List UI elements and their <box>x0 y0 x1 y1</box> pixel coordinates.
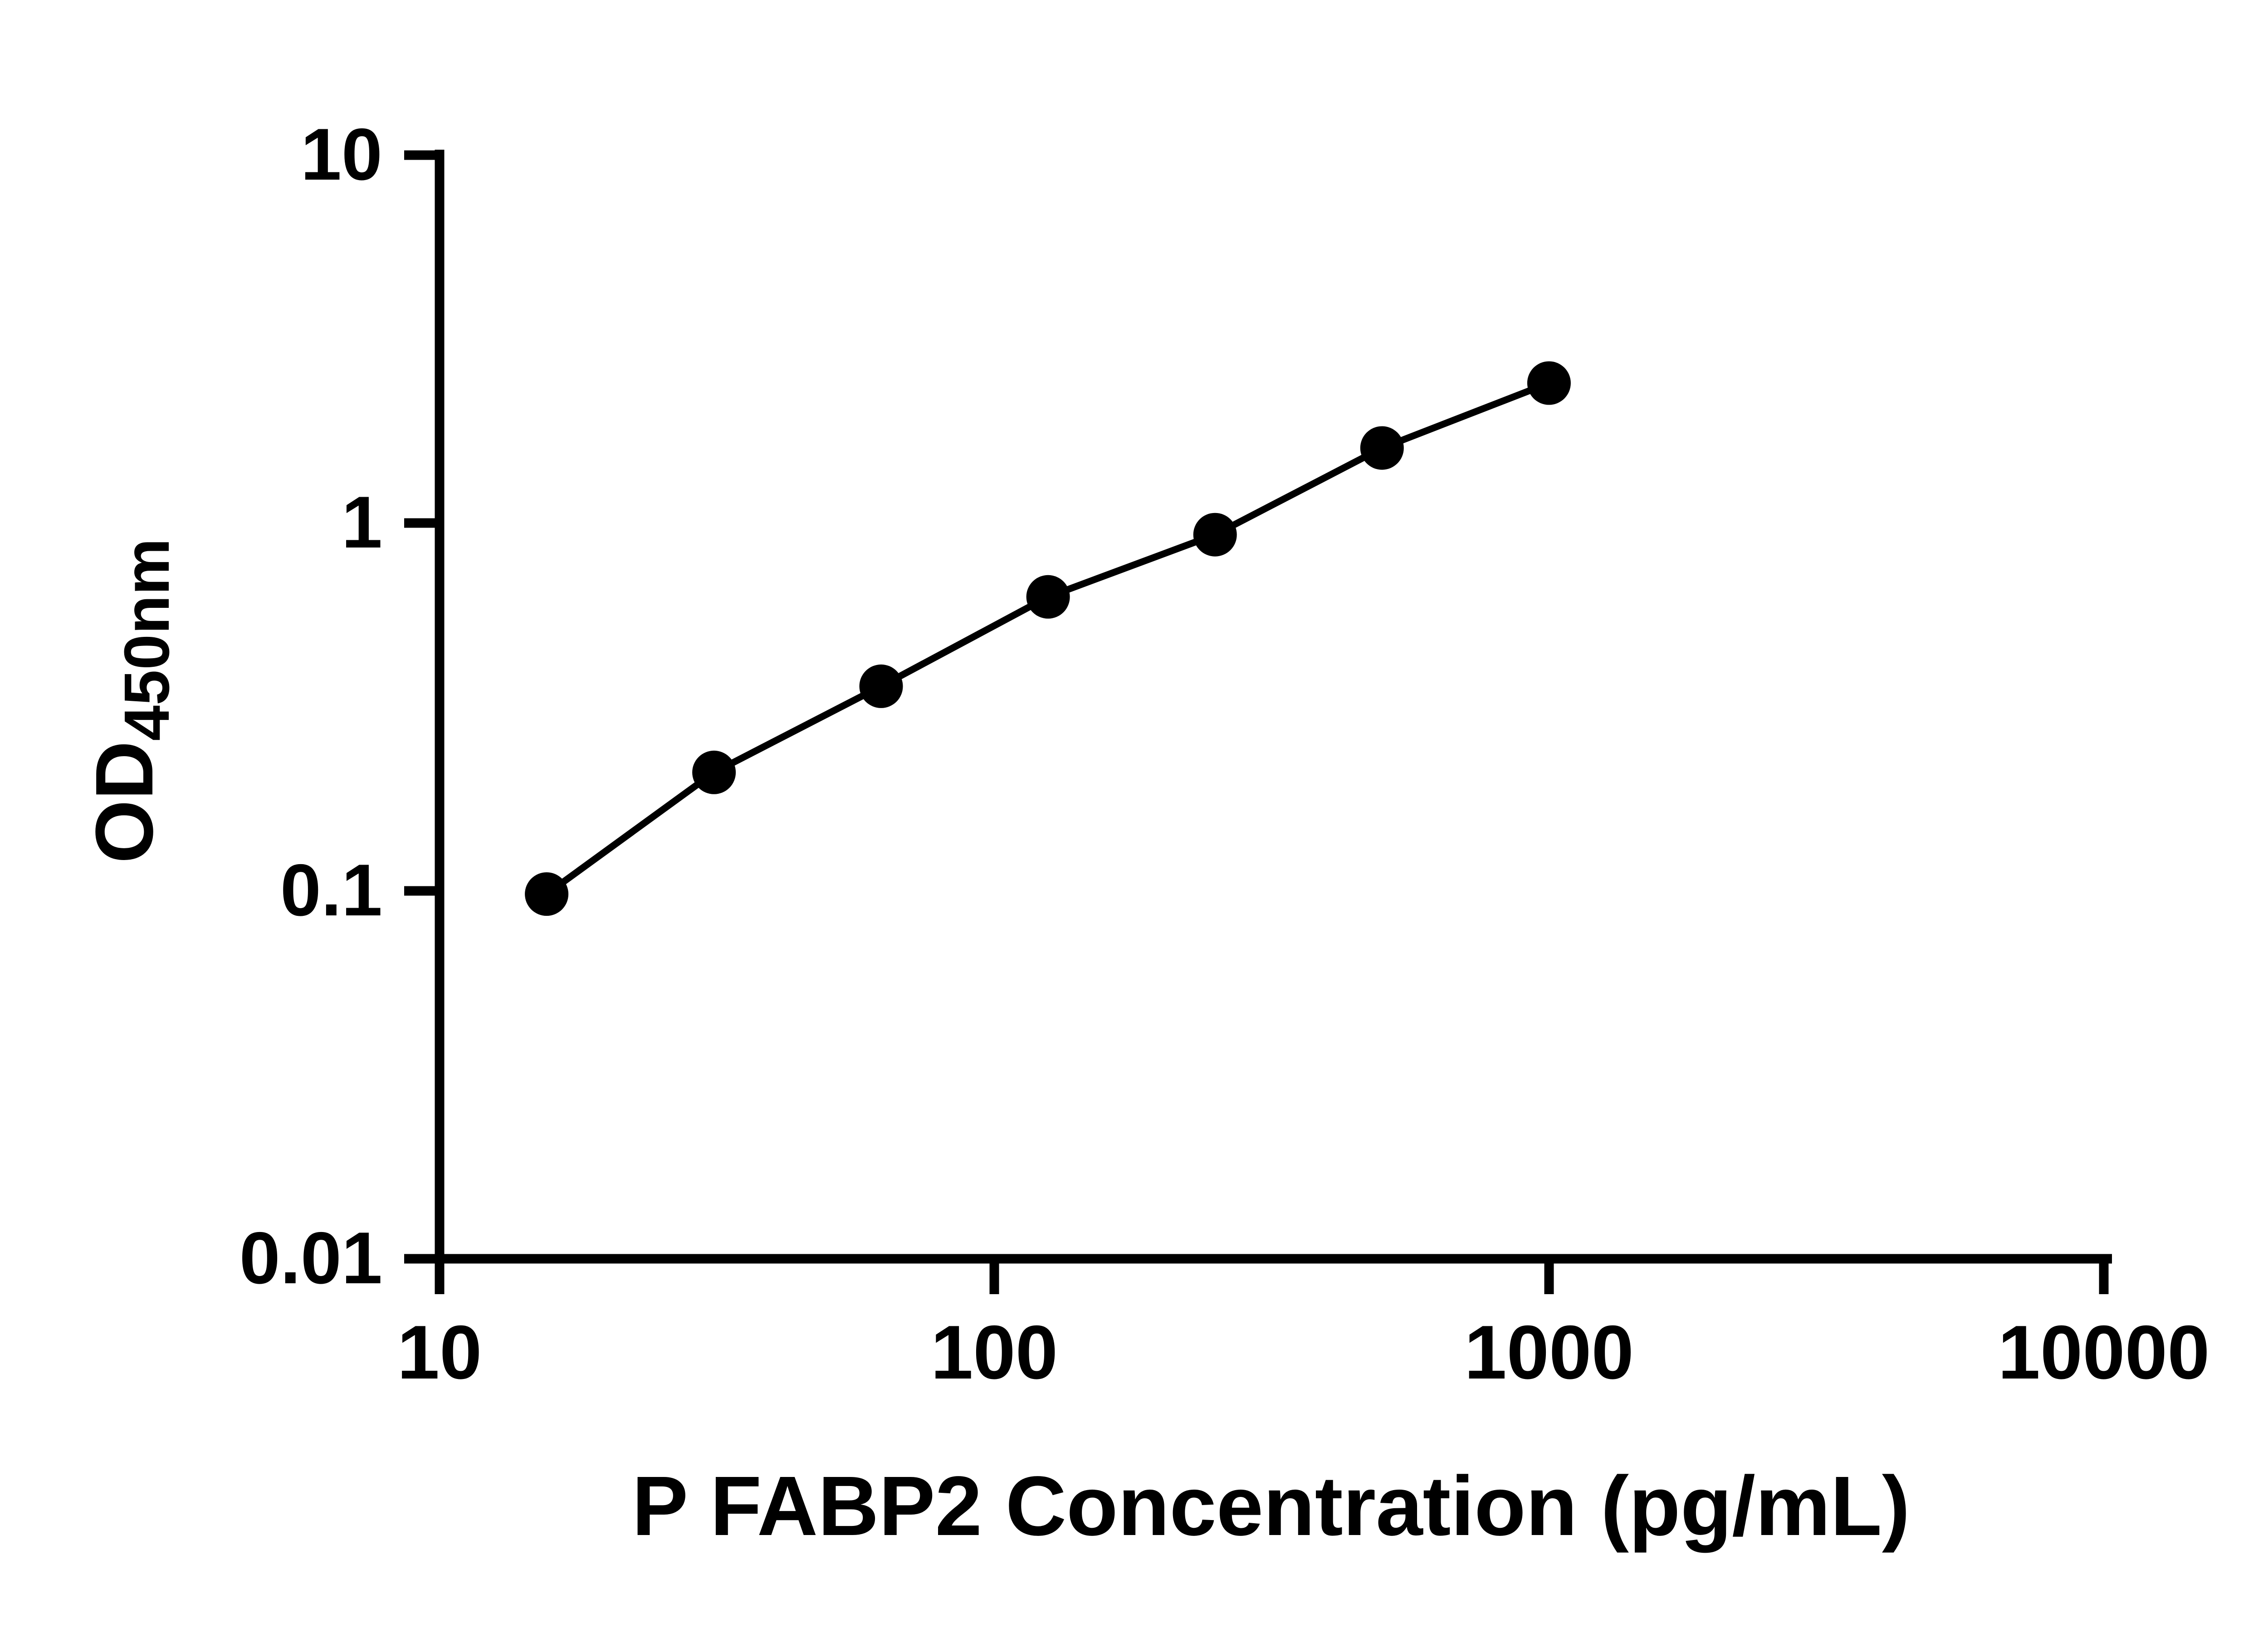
data-point-marker <box>525 872 569 916</box>
y-tick-label: 10 <box>301 113 382 196</box>
y-tick-label: 0.1 <box>280 849 382 931</box>
data-point-marker <box>1527 361 1571 405</box>
x-tick-label: 1000 <box>1464 1310 1634 1395</box>
data-point-marker <box>1193 513 1237 557</box>
y-axis-title: OD450nm <box>79 538 182 864</box>
y-axis-title-subscript: 450nm <box>111 538 182 741</box>
marker-layer <box>525 361 1571 916</box>
data-point-marker <box>692 750 736 794</box>
x-tick-label: 10 <box>397 1310 482 1395</box>
x-axis-title: P FABP2 Concentration (pg/mL) <box>632 1459 1910 1553</box>
data-point-marker <box>1360 426 1404 470</box>
x-tick-label: 100 <box>931 1310 1058 1395</box>
tick-layer <box>404 150 2109 1294</box>
y-tick-label: 1 <box>342 481 382 563</box>
x-tick-label: 10000 <box>1998 1310 2209 1395</box>
data-point-marker <box>1026 575 1070 619</box>
axes-layer <box>435 150 2112 1264</box>
data-point-marker <box>859 664 903 708</box>
y-axis-title-main: OD <box>79 741 170 863</box>
y-tick-label: 0.01 <box>240 1217 382 1299</box>
